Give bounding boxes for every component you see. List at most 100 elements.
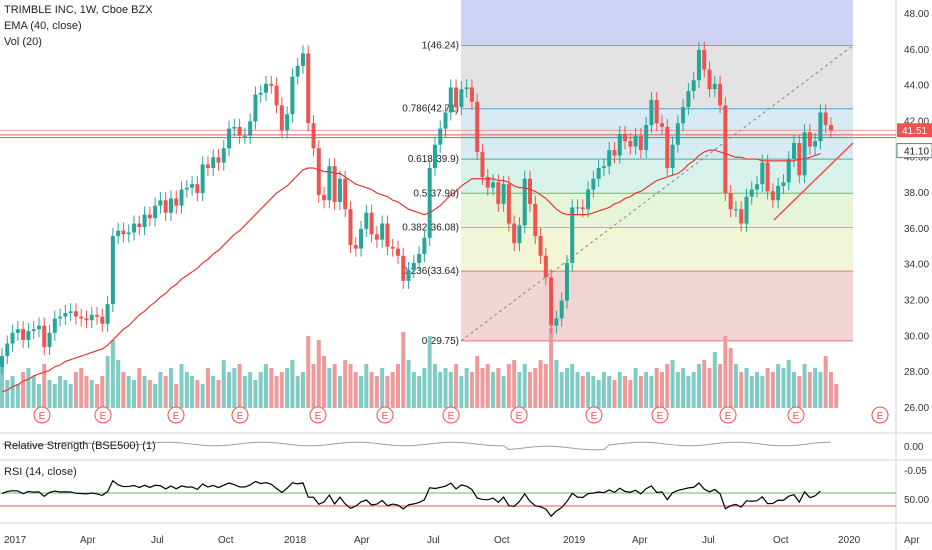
candle-body	[617, 133, 622, 156]
volume-bar	[776, 364, 781, 408]
volume-bar	[459, 376, 464, 408]
volume-bar	[807, 372, 812, 408]
earnings-circle	[33, 406, 51, 424]
volume-bar	[506, 364, 511, 408]
volume-bar	[522, 364, 527, 408]
volume-bar	[728, 348, 733, 408]
candle-body	[601, 166, 606, 169]
volume-bar	[586, 372, 591, 408]
volume-bar	[401, 332, 406, 408]
volume-bar	[575, 372, 580, 408]
candle-body	[137, 223, 142, 228]
volume-bar	[79, 368, 84, 408]
fib-zone-top	[461, 0, 853, 46]
volume-bar	[190, 376, 195, 408]
candle-body	[707, 69, 712, 90]
volume-bar	[427, 336, 432, 408]
volume-bar	[15, 384, 20, 408]
candle-body	[179, 189, 184, 206]
volume-bar	[396, 364, 400, 408]
candle-body	[190, 184, 195, 188]
candle-body	[279, 105, 284, 131]
volume-bar	[649, 376, 654, 408]
volume-bar	[26, 368, 31, 408]
relative-strength-legend: Relative Strength (BSE500) (1)	[4, 440, 156, 452]
volume-bar	[184, 372, 189, 408]
time-tick-label: Apr	[632, 535, 648, 546]
candle-body	[591, 178, 596, 190]
volume-bar	[464, 368, 469, 408]
volume-bar	[601, 372, 606, 408]
volume-bar	[89, 380, 94, 408]
candle-body	[73, 311, 78, 317]
candle-body	[432, 144, 437, 169]
earnings-marker: E	[167, 406, 185, 424]
volume-bar	[137, 368, 142, 408]
candle-body	[448, 87, 453, 113]
candle-body	[68, 311, 73, 314]
candle-body	[575, 207, 580, 209]
volume-bar	[84, 376, 89, 408]
volume-bar	[633, 368, 638, 408]
candle-body	[269, 83, 274, 86]
volume-bar	[696, 364, 701, 408]
volume-bar	[311, 364, 316, 408]
candle-body	[718, 83, 723, 106]
time-tick-label: Oct	[218, 535, 234, 546]
volume-bar	[533, 368, 538, 408]
volume-bar	[792, 372, 796, 408]
candle-body	[818, 112, 823, 142]
candle-body	[644, 125, 649, 151]
volume-bar	[195, 380, 200, 408]
volume-bar	[718, 364, 723, 408]
volume-bar	[142, 376, 147, 408]
volume-bar	[496, 368, 501, 408]
time-tick-label: Apr	[904, 535, 920, 546]
candle-body	[443, 112, 448, 129]
time-tick-label: 2020	[838, 535, 861, 546]
candle-body	[485, 176, 490, 188]
volume-bar	[374, 376, 379, 408]
earnings-circle	[787, 406, 805, 424]
volume-bar	[543, 364, 548, 408]
volume-bar	[0, 364, 4, 408]
volume-bar	[147, 380, 152, 408]
candle-body	[438, 128, 443, 145]
candle-body	[712, 83, 717, 90]
candle-body	[755, 184, 760, 190]
candle-body	[522, 178, 527, 226]
candle-body	[649, 99, 654, 126]
volume-bar	[691, 372, 696, 408]
volume-bar	[163, 376, 168, 408]
candle-body	[295, 65, 300, 77]
volume-bar	[221, 360, 226, 408]
earnings-circle	[94, 406, 112, 424]
candle-body	[528, 178, 532, 204]
candle-body	[506, 184, 511, 224]
candle-body	[153, 205, 158, 219]
price-tick-label: 46.00	[904, 45, 929, 56]
volume-bar	[258, 372, 263, 408]
volume-bar	[327, 368, 332, 408]
earnings-label: E	[877, 411, 884, 422]
candle-body	[792, 142, 796, 160]
candle-body	[84, 318, 89, 321]
candle-body	[95, 314, 100, 317]
volume-bar	[802, 364, 807, 408]
candle-body	[517, 225, 522, 244]
candle-body	[158, 200, 163, 206]
volume-bar	[475, 356, 480, 408]
fib-level-label: 1(46.24)	[422, 41, 459, 52]
earnings-label: E	[382, 411, 389, 422]
candle-body	[612, 150, 617, 156]
candle-body	[300, 53, 305, 66]
volume-bar	[834, 384, 839, 408]
earnings-label: E	[516, 411, 523, 422]
volume-bar	[274, 376, 279, 408]
candle-body	[733, 209, 738, 211]
volume-bar	[237, 364, 242, 408]
volume-bar	[549, 328, 554, 408]
volume-bar	[681, 368, 686, 408]
earnings-circle	[719, 406, 737, 424]
